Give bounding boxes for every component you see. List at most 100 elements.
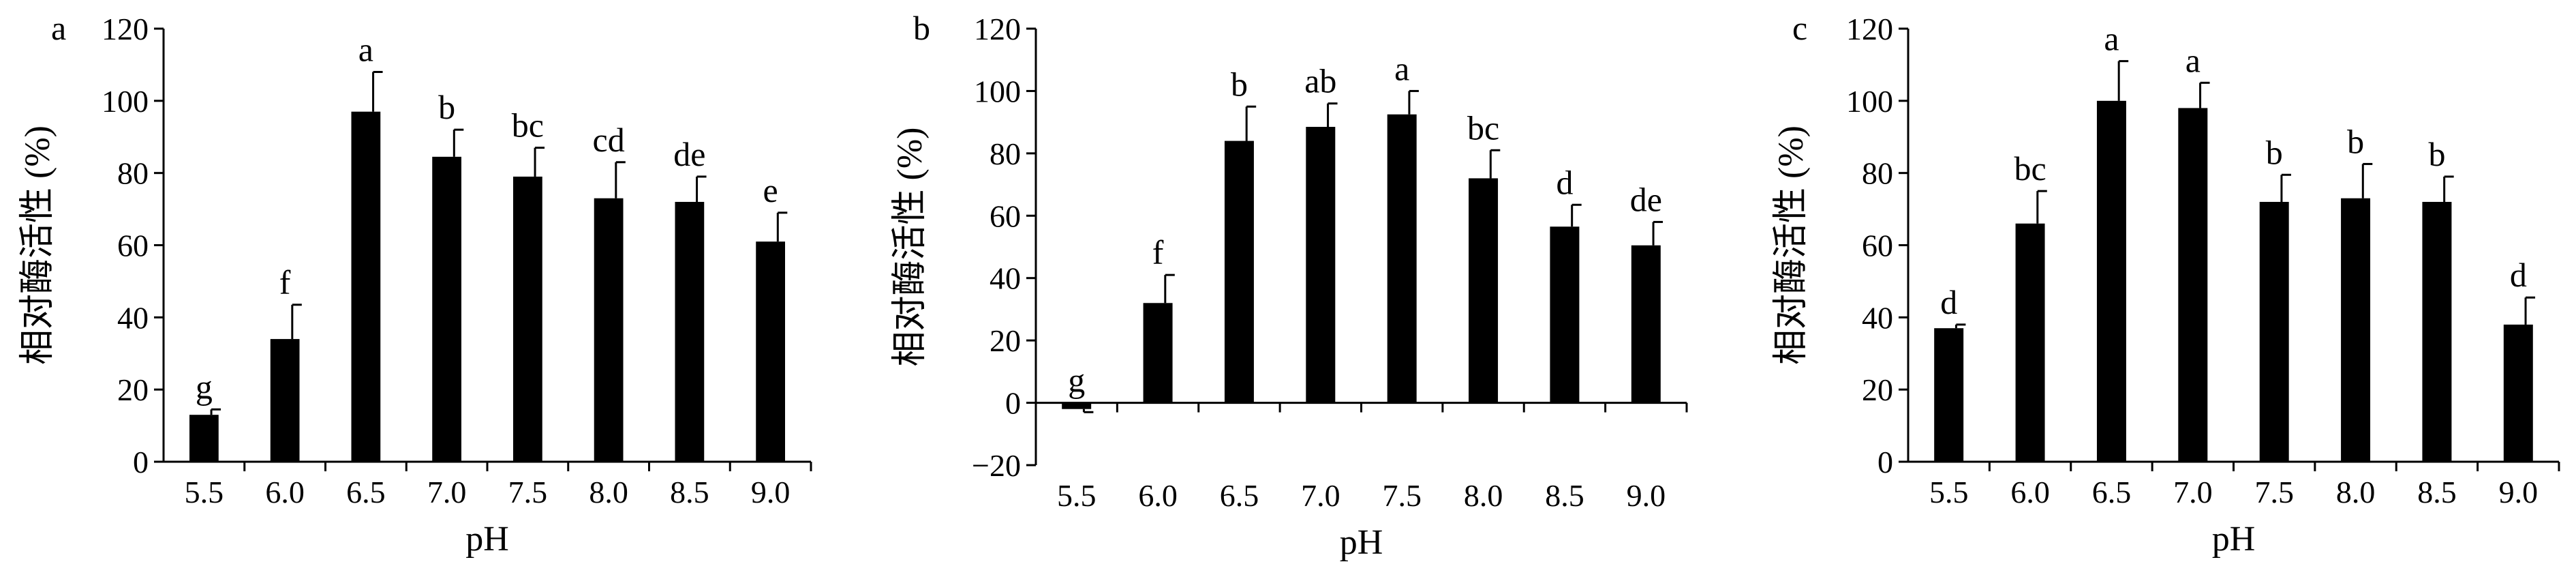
chart-panel-b: b −20 0 20 40 60 80 100 120 相对酶活性 (%) 5.5 g 6.0 f 6.5 b… [891, 9, 1688, 562]
x-tick-label: 7.0 [1301, 478, 1340, 513]
x-tick-label: 8.5 [1545, 478, 1584, 513]
bar [270, 339, 300, 462]
y-tick-label: 0 [133, 445, 149, 479]
y-tick-label: 120 [1846, 12, 1893, 46]
y-tick-label: −20 [972, 448, 1021, 483]
significance-label: b [2266, 133, 2283, 171]
y-tick-label: 60 [117, 228, 149, 263]
significance-label: de [1630, 180, 1662, 218]
bar [675, 202, 705, 462]
bar [1062, 402, 1092, 409]
significance-label: a [358, 31, 373, 69]
y-axis-title: 相对酶活性 (%) [18, 125, 57, 365]
y-tick-label: 20 [990, 323, 1021, 358]
panel-label: c [1792, 9, 1807, 47]
x-tick-label: 9.0 [751, 475, 791, 509]
x-tick-label: 5.5 [1929, 475, 1969, 509]
significance-label: f [1152, 233, 1164, 271]
chart-panel-a: a 0 20 40 60 80 100 120 相对酶活性 (%) 5.5 g 6.0 f 6.5 a 7.0… [18, 9, 812, 559]
x-tick-label: 8.0 [1464, 478, 1503, 513]
significance-label: d [2510, 256, 2527, 294]
x-axis-title: pH [465, 520, 509, 559]
significance-label: bc [1467, 108, 1499, 147]
x-tick-label: 9.0 [1627, 478, 1666, 513]
y-tick-label: 40 [117, 300, 149, 335]
bar [1306, 127, 1336, 403]
bar [756, 241, 785, 462]
bar [1224, 140, 1254, 403]
x-tick-label: 6.0 [1138, 478, 1178, 513]
y-tick-label: 0 [1005, 386, 1021, 421]
chart-panel-c: c 0 20 40 60 80 100 120 相对酶活性 (%) 5.5 d 6.0 bc 6.5 a 7.… [1772, 9, 2560, 559]
y-axis-title: 相对酶活性 (%) [891, 128, 930, 367]
x-tick-label: 7.5 [508, 475, 548, 509]
x-tick-label: 5.5 [1057, 478, 1097, 513]
bar [432, 156, 461, 462]
significance-label: b [438, 88, 455, 126]
x-tick-label: 6.5 [1220, 478, 1259, 513]
bar [1934, 328, 1964, 462]
x-tick-label: 6.5 [2092, 475, 2132, 509]
significance-label: a [1394, 49, 1409, 87]
y-tick-label: 60 [1862, 228, 1893, 263]
bar [594, 198, 624, 462]
bar [1631, 245, 1661, 403]
y-tick-label: 0 [1877, 445, 1893, 479]
y-tick-label: 120 [974, 12, 1021, 46]
bar [2503, 324, 2533, 462]
x-tick-label: 8.5 [2417, 475, 2457, 509]
x-tick-label: 7.0 [2173, 475, 2213, 509]
bar [2259, 202, 2289, 462]
x-tick-label: 6.5 [346, 475, 386, 509]
y-tick-label: 80 [1862, 156, 1893, 191]
significance-label: g [1068, 361, 1085, 400]
significance-label: ab [1304, 62, 1336, 100]
bar [1469, 178, 1499, 403]
x-tick-label: 6.0 [2010, 475, 2050, 509]
y-axis-title: 相对酶活性 (%) [1772, 125, 1811, 365]
x-axis-title: pH [1340, 523, 1383, 562]
y-tick-label: 100 [102, 84, 149, 119]
x-tick-label: 8.5 [670, 475, 709, 509]
bar [351, 111, 381, 462]
panel-label: a [51, 9, 66, 47]
bar [1550, 226, 1580, 403]
x-tick-label: 8.0 [589, 475, 628, 509]
x-tick-label: 7.0 [427, 475, 467, 509]
y-tick-label: 20 [117, 372, 149, 407]
significance-label: g [196, 368, 213, 406]
x-axis-title: pH [2212, 520, 2256, 559]
bar [2096, 100, 2126, 462]
bar [2015, 223, 2045, 462]
bar [2178, 108, 2208, 462]
x-tick-label: 8.0 [2336, 475, 2376, 509]
bar [2422, 202, 2452, 462]
significance-label: de [673, 135, 705, 173]
significance-label: bc [512, 106, 544, 145]
significance-label: b [2347, 122, 2364, 160]
significance-label: a [2104, 20, 2119, 58]
y-tick-label: 60 [990, 198, 1021, 233]
significance-label: bc [2014, 149, 2046, 188]
y-tick-label: 80 [990, 136, 1021, 171]
y-tick-label: 100 [1846, 84, 1893, 119]
significance-label: a [2186, 41, 2201, 79]
significance-label: d [1940, 283, 1957, 321]
significance-label: b [2428, 135, 2445, 173]
significance-label: f [279, 263, 291, 301]
y-tick-label: 20 [1862, 372, 1893, 407]
x-tick-label: 6.0 [265, 475, 305, 509]
bar [2341, 198, 2371, 462]
x-tick-label: 7.5 [2254, 475, 2294, 509]
x-tick-label: 9.0 [2499, 475, 2539, 509]
x-tick-label: 5.5 [185, 475, 224, 509]
bar [1143, 303, 1173, 403]
significance-label: cd [593, 121, 625, 159]
y-tick-label: 100 [974, 74, 1021, 108]
y-tick-label: 120 [102, 12, 149, 46]
significance-label: d [1556, 163, 1573, 201]
bar [513, 176, 542, 462]
y-tick-label: 80 [117, 156, 149, 191]
panel-label: b [913, 9, 930, 47]
